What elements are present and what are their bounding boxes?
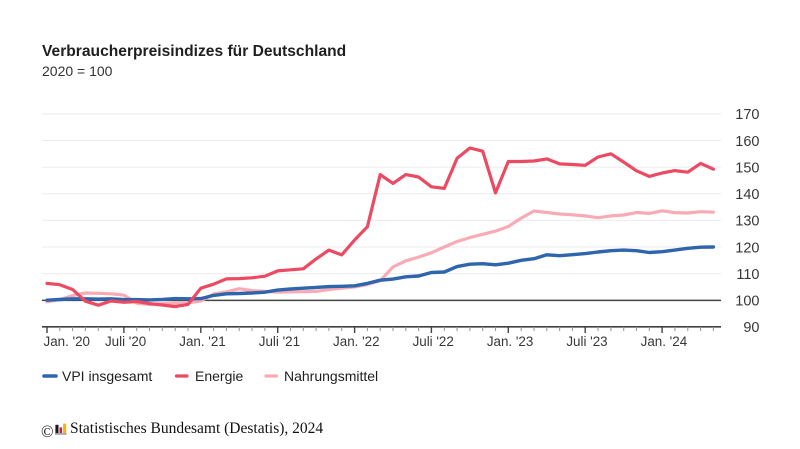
svg-text:160: 160 [735, 134, 759, 150]
svg-text:Jan. '23: Jan. '23 [487, 334, 533, 349]
svg-text:150: 150 [735, 160, 759, 176]
svg-text:90: 90 [743, 320, 759, 336]
svg-text:VPI insgesamt: VPI insgesamt [62, 368, 152, 384]
svg-text:Jan. '21: Jan. '21 [179, 334, 225, 349]
svg-text:Energie: Energie [195, 368, 243, 384]
svg-text:Juli '23: Juli '23 [566, 334, 607, 349]
svg-text:Jan. '22: Jan. '22 [333, 334, 379, 349]
svg-text:130: 130 [735, 214, 759, 230]
svg-text:110: 110 [736, 267, 759, 283]
svg-text:170: 170 [735, 107, 759, 123]
svg-text:100: 100 [735, 294, 759, 310]
svg-text:Jan. '20: Jan. '20 [44, 334, 90, 349]
svg-text:Juli '22: Juli '22 [413, 334, 454, 349]
svg-text:Juli '20: Juli '20 [105, 334, 146, 349]
svg-text:Nahrungsmittel: Nahrungsmittel [284, 368, 378, 384]
svg-text:120: 120 [735, 240, 759, 256]
svg-text:140: 140 [735, 187, 759, 203]
svg-text:Jan. '24: Jan. '24 [641, 334, 688, 349]
svg-text:Juli '21: Juli '21 [259, 334, 300, 349]
